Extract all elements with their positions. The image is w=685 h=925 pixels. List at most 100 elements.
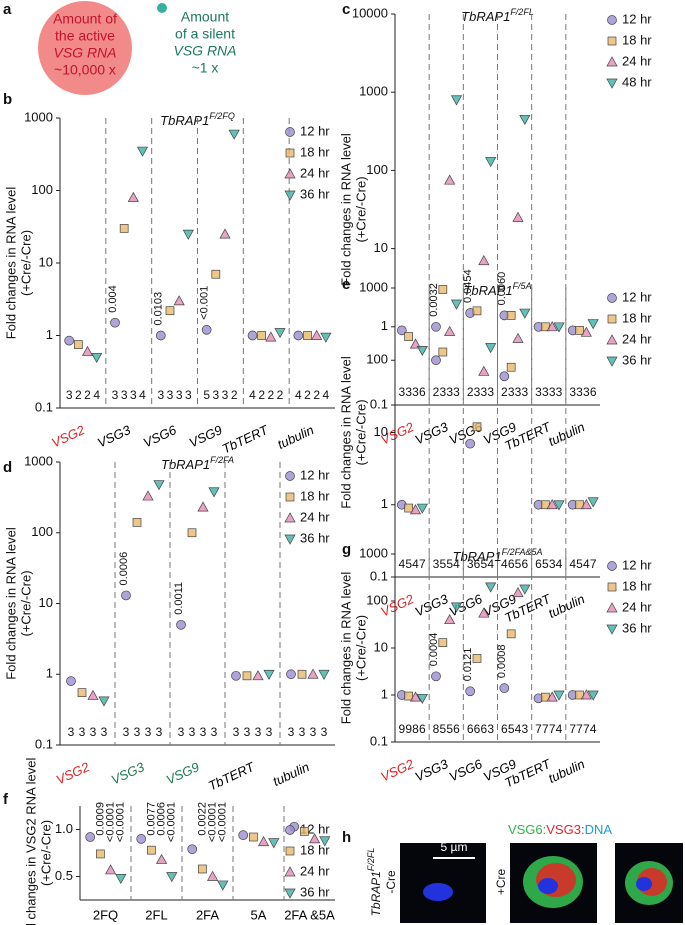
marker bbox=[444, 325, 456, 336]
marker bbox=[187, 528, 197, 538]
legend-label: 24 hr bbox=[622, 599, 652, 614]
nucleus bbox=[636, 877, 652, 891]
p-value: 0.0121 bbox=[462, 648, 474, 682]
row-label-sup: F/2FL bbox=[366, 848, 376, 872]
marker bbox=[297, 669, 307, 679]
n-label: 4 bbox=[93, 388, 100, 402]
n-label: 6 bbox=[508, 557, 515, 571]
p-value: 0.0022 bbox=[196, 802, 208, 836]
n-label: 6 bbox=[474, 557, 481, 571]
y-tick-label: 100 bbox=[366, 592, 388, 607]
n-label: 4 bbox=[501, 557, 508, 571]
panel-label: b bbox=[3, 91, 12, 108]
stain: VSG6: bbox=[508, 822, 546, 837]
x-tick-label: tubulin bbox=[270, 759, 311, 789]
p-value: 0.0006 bbox=[118, 552, 130, 586]
legend-label: 12 hr bbox=[300, 123, 330, 138]
n-label: 3 bbox=[66, 388, 73, 402]
y-tick-label: 10 bbox=[374, 424, 388, 439]
marker bbox=[293, 330, 304, 341]
legend-label: 36 hr bbox=[622, 352, 652, 367]
row-label-main: TbRAP1 bbox=[369, 871, 383, 916]
n-label: 3 bbox=[185, 388, 192, 402]
x-tick-label: VSG2 bbox=[49, 422, 87, 451]
n-label: 6 bbox=[419, 385, 426, 399]
p-value: 0.0006 bbox=[156, 802, 168, 836]
n-label: 5 bbox=[446, 557, 453, 571]
n-label: 3 bbox=[222, 388, 229, 402]
marker bbox=[478, 254, 490, 266]
n-label: 5 bbox=[439, 722, 446, 736]
marker bbox=[512, 332, 524, 343]
scale-label: 5 µm bbox=[441, 840, 468, 854]
marker bbox=[438, 347, 448, 357]
marker bbox=[438, 638, 448, 647]
n-label: 4 bbox=[412, 557, 419, 571]
legend-label: 36 hr bbox=[300, 884, 330, 899]
marker bbox=[219, 228, 231, 239]
marker bbox=[431, 671, 441, 682]
legend-label: 12 hr bbox=[300, 467, 330, 482]
n-label: 3 bbox=[288, 725, 295, 739]
x-tick-label: 2FA &5A bbox=[284, 907, 335, 922]
n-label: 3 bbox=[521, 722, 528, 736]
p-value: <0.0001 bbox=[115, 802, 127, 842]
n-label: 3 bbox=[79, 725, 86, 739]
y-tick-label: 0.1 bbox=[35, 399, 53, 414]
marker bbox=[285, 148, 295, 158]
panel-label: g bbox=[342, 541, 351, 558]
n-label: 9 bbox=[405, 722, 412, 736]
marker bbox=[268, 838, 280, 849]
marker bbox=[607, 582, 617, 592]
p-value: 0.0008 bbox=[496, 644, 508, 678]
n-label: 3 bbox=[583, 385, 590, 399]
legend-label: 36 hr bbox=[622, 620, 652, 635]
marker bbox=[606, 78, 618, 89]
marker bbox=[409, 338, 422, 349]
n-label: 4 bbox=[569, 557, 576, 571]
n-label: 3 bbox=[412, 385, 419, 399]
legend-label: 24 hr bbox=[622, 331, 652, 346]
n-label: 2 bbox=[304, 388, 311, 402]
panel-label: d bbox=[3, 459, 12, 476]
x-tick-label: VSG3 bbox=[413, 756, 451, 785]
n-label: 3 bbox=[508, 385, 515, 399]
marker bbox=[98, 696, 110, 707]
n-label: 2 bbox=[313, 388, 320, 402]
n-label: 2 bbox=[467, 385, 474, 399]
panel-label: a bbox=[3, 1, 12, 18]
n-label: 3 bbox=[233, 725, 240, 739]
n-label: 2 bbox=[231, 388, 238, 402]
x-tick-label: VSG3 bbox=[413, 419, 451, 448]
n-label: 3 bbox=[549, 557, 556, 571]
p-value: 0.0004 bbox=[428, 633, 440, 667]
marker bbox=[409, 691, 422, 702]
n-label: 3 bbox=[515, 385, 522, 399]
n-label: 2 bbox=[277, 388, 284, 402]
y-tick-label: 0.1 bbox=[370, 568, 388, 583]
marker bbox=[284, 534, 296, 545]
n-label: 3 bbox=[576, 385, 583, 399]
x-tick-label: 2FL bbox=[145, 907, 167, 922]
n-label: 3 bbox=[176, 388, 183, 402]
p-value: 0.0103 bbox=[153, 292, 165, 326]
n-label: 4 bbox=[453, 557, 460, 571]
n-label: 7 bbox=[576, 722, 583, 736]
legend-label: 36 hr bbox=[300, 186, 330, 201]
n-label: 3 bbox=[145, 725, 152, 739]
marker bbox=[444, 613, 456, 625]
n-label: 3 bbox=[255, 725, 262, 739]
marker bbox=[506, 362, 516, 372]
p-value: 0.0011 bbox=[173, 582, 185, 615]
marker bbox=[465, 686, 476, 697]
n-label: 4 bbox=[295, 388, 302, 402]
n-label: 8 bbox=[412, 722, 419, 736]
legend-label: 24 hr bbox=[300, 509, 330, 524]
marker bbox=[506, 311, 516, 320]
y-tick-label: 1000 bbox=[24, 453, 53, 468]
marker bbox=[546, 691, 558, 702]
marker bbox=[285, 127, 295, 137]
n-label: 3 bbox=[167, 388, 174, 402]
